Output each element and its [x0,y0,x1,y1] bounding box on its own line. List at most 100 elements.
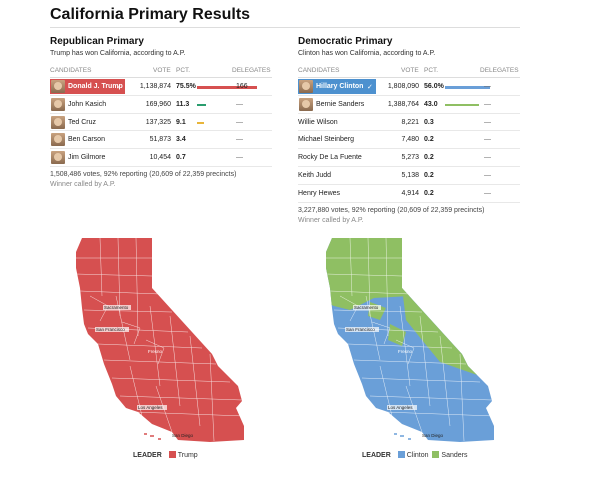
col-candidates: CANDIDATES [298,67,340,74]
candidate-pct: 11.3 [176,100,190,108]
candidate-row-wilson[interactable]: Willie Wilson 8,221 0.3 — [298,114,520,132]
candidate-row-kasich[interactable]: John Kasich 169,960 11.3 — [50,96,272,114]
candidate-pct: 43.0 [424,100,438,108]
democratic-called: Winner called by A.P. [298,216,364,224]
candidate-row-trump[interactable]: Donald J. Trump ✓ 1,138,874 75.5% 166 [50,78,272,96]
col-pct: PCT. [176,67,191,74]
city-labels: Sacramento San Francisco Fresno Los Ange… [345,305,444,438]
legend-item-clinton: Clinton [406,452,429,459]
city-san-francisco: San Francisco [96,327,125,332]
candidate-photo [51,115,65,129]
candidate-name: Michael Steinberg [298,136,355,144]
candidate-row-carson[interactable]: Ben Carson 51,873 3.4 — [50,131,272,150]
candidate-delegates: — [484,154,491,162]
candidate-name: Keith Judd [298,171,332,179]
city-fresno: Fresno [148,349,163,354]
candidate-name: Henry Hewes [298,189,341,197]
candidate-votes: 4,914 [401,189,419,197]
candidate-photo [299,80,313,93]
candidate-delegates: — [484,136,491,144]
candidate-votes: 1,138,874 [139,83,171,90]
candidate-delegates: — [484,189,491,197]
candidate-pct: 0.3 [424,118,434,126]
candidate-row-hewes[interactable]: Henry Hewes 4,914 0.2 — [298,185,520,203]
candidate-row-cruz[interactable]: Ted Cruz 137,325 9.1 — [50,114,272,132]
legend-label: LEADER [362,452,391,459]
check-icon: ✓ [367,83,373,91]
col-candidates: CANDIDATES [50,67,92,74]
democratic-map-legend: LEADER Clinton Sanders [362,451,468,459]
pct-bar [197,103,207,107]
candidate-votes: 5,273 [401,154,419,162]
candidate-name: Willie Wilson [298,118,338,126]
legend-swatch-clinton [397,451,405,458]
legend-item-sanders: Sanders [441,452,468,459]
republican-column-headers: CANDIDATES VOTE PCT. DELEGATES [50,66,272,78]
candidate-delegates: — [484,100,491,108]
democratic-summary: 3,227,880 votes, 92% reporting (20,609 o… [298,206,485,214]
candidate-row-steinberg[interactable]: Michael Steinberg 7,480 0.2 — [298,131,520,150]
candidate-delegates: — [236,100,243,108]
channel-islands [394,433,411,440]
pct-bar [445,86,490,89]
candidate-row-judd[interactable]: Keith Judd 5,138 0.2 — [298,167,520,185]
candidate-pct: 0.2 [424,171,434,179]
candidate-delegates: — [236,154,243,162]
candidate-pct: 0.2 [424,136,434,144]
candidate-delegates: 166 [236,83,248,90]
candidate-pct: 75.5% [176,83,196,90]
legend-item-trump: Trump [177,452,198,459]
candidate-votes: 7,480 [401,136,419,144]
republican-map-legend: LEADER Trump [133,451,198,459]
city-sacramento: Sacramento [104,305,129,310]
candidate-delegates: — [236,136,243,144]
candidate-votes: 10,454 [149,154,171,162]
candidate-votes: 137,325 [145,118,171,126]
republican-panel: Republican Primary Trump has won Califor… [50,36,272,188]
candidate-pct: 0.7 [176,154,186,162]
col-delegates: DELEGATES [232,67,271,74]
pct-bar [445,103,480,107]
candidate-photo [299,97,313,111]
city-fresno: Fresno [398,349,413,354]
legend-swatch-trump [168,451,176,458]
candidate-name: John Kasich [68,100,107,108]
winner-highlight [298,79,376,94]
city-los-angeles: Los Angeles [388,405,413,410]
page-title: California Primary Results [50,6,251,23]
democratic-panel: Democratic Primary Clinton has won Calif… [298,36,520,224]
legend-swatch-sanders [432,451,440,458]
candidate-votes: 51,873 [149,136,171,144]
candidate-name: Hillary Clinton [316,83,364,90]
candidate-delegates: — [236,118,243,126]
candidate-delegates: — [484,83,491,90]
candidate-row-gilmore[interactable]: Jim Gilmore 10,454 0.7 — [50,149,272,167]
candidate-delegates: — [484,118,491,126]
candidate-name: Ben Carson [68,136,105,144]
republican-summary: 1,508,486 votes, 92% reporting (20,609 o… [50,170,237,178]
candidate-name: Bernie Sanders [316,100,365,108]
city-san-diego: San Diego [172,433,194,438]
check-icon: ✓ [116,83,122,91]
title-divider [50,27,520,28]
city-sacramento: Sacramento [354,305,379,310]
winner-highlight [50,79,125,94]
candidate-pct: 9.1 [176,118,186,126]
pct-bar [197,121,205,125]
channel-islands [144,433,161,440]
candidate-row-clinton[interactable]: Hillary Clinton ✓ 1,808,090 56.0% — [298,78,520,96]
candidate-row-delafuente[interactable]: Rocky De La Fuente 5,273 0.2 — [298,149,520,167]
democratic-county-map[interactable]: Sacramento San Francisco Fresno Los Ange… [310,236,510,446]
candidate-votes: 5,138 [401,171,419,179]
democratic-subtitle: Clinton has won California, according to… [298,50,436,57]
republican-county-map[interactable]: Sacramento San Francisco Fresno Los Ange… [60,236,260,446]
candidate-row-sanders[interactable]: Bernie Sanders 1,388,764 43.0 — [298,96,520,114]
republican-heading: Republican Primary [50,36,144,47]
candidate-photo [51,151,65,165]
city-san-francisco: San Francisco [346,327,375,332]
col-vote: VOTE [153,67,171,74]
pct-bar [197,86,258,89]
candidate-pct: 0.2 [424,154,434,162]
candidate-pct: 3.4 [176,136,186,144]
candidate-photo [51,97,65,111]
